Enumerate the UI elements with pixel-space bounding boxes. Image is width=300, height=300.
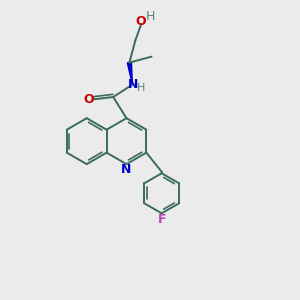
Polygon shape [128,62,132,85]
Text: F: F [158,213,166,226]
Text: O: O [83,93,94,106]
Text: N: N [128,77,138,91]
Text: H: H [145,11,155,23]
Text: H: H [136,83,145,94]
Text: N: N [121,163,131,176]
Text: O: O [135,15,146,28]
